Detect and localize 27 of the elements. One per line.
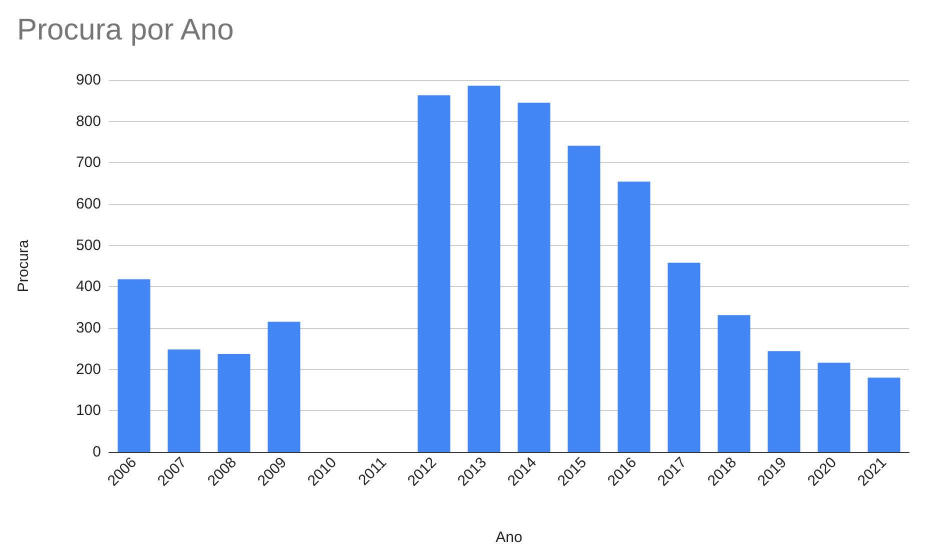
bar <box>768 351 800 452</box>
y-tick-label: 600 <box>76 196 101 212</box>
bar <box>868 378 900 452</box>
y-tick-label: 400 <box>76 278 101 296</box>
y-tick-label: 700 <box>76 154 101 172</box>
y-tick-label: 300 <box>76 320 101 336</box>
y-tick-label: 800 <box>76 112 101 130</box>
x-axis-title: Ano <box>496 529 522 546</box>
y-tick-label: 500 <box>76 236 101 254</box>
bar <box>118 279 150 452</box>
bar <box>168 349 200 452</box>
bar <box>668 262 700 452</box>
bar <box>518 102 550 452</box>
y-tick-label: 100 <box>76 402 101 420</box>
bar <box>218 354 250 452</box>
bar <box>468 86 500 452</box>
y-tick-label: 200 <box>76 360 101 378</box>
y-tick-label: 900 <box>76 72 101 88</box>
chart-title: Procura por Ano <box>17 14 234 46</box>
bar <box>418 95 450 452</box>
bar <box>818 362 850 452</box>
bar <box>568 146 600 452</box>
bar <box>618 182 650 452</box>
bar <box>268 322 300 452</box>
bar <box>718 315 750 452</box>
y-axis-title: Procura <box>15 239 32 292</box>
y-tick-label: 0 <box>92 444 101 460</box>
